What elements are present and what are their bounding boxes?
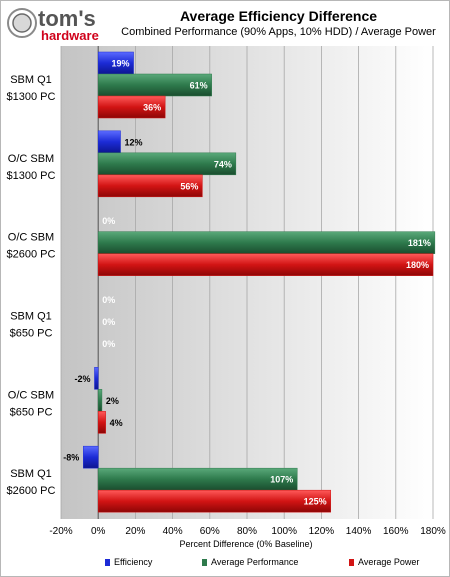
data-label: 61% [190,81,208,91]
category-labels: SBM Q1 $1300 PC O/C SBM $1300 PC O/C SBM $260… [7,74,56,497]
category-label: SBM Q1 [10,468,52,480]
data-label: 181% [408,238,431,248]
data-label: -2% [74,374,90,384]
category-label: $650 PC [10,328,53,340]
data-label: 56% [180,181,198,191]
category-label: $2600 PC [7,485,56,497]
bars: 19% 61% 36% 12% 74% 56% 0% 181% 180% 0% 0% 0% -2% 2% 4… [63,51,436,513]
x-tick-labels: -20% 0% 20% 40% 60% 80% 100% 120% 140% 160% 180% [49,526,446,537]
data-label: 2% [106,396,119,406]
gridlines [60,46,434,519]
legend-swatch-efficiency [105,559,110,566]
data-label: 36% [143,103,161,113]
data-label: 125% [304,497,327,507]
data-label: -8% [63,453,79,463]
x-tick-label: 120% [309,526,335,537]
data-label: 0% [102,317,115,327]
power-bar [97,411,106,434]
efficiency-bar [83,445,99,469]
power-bar [97,95,166,119]
category-label: $2600 PC [7,249,56,261]
data-label: 0% [102,295,115,305]
data-label: 107% [270,475,293,485]
x-tick-label: 20% [125,526,145,537]
category-label: O/C SBM [8,153,54,165]
power-bar [97,489,331,513]
category-label: SBM Q1 [10,74,52,86]
data-label: 4% [110,418,123,428]
category-label: O/C SBM [8,232,54,244]
legend-label-efficiency: Efficiency [114,557,153,567]
performance-bar [97,467,298,491]
performance-bar [97,389,103,412]
x-tick-label: -20% [49,526,72,537]
power-bar [97,174,203,198]
legend-swatch-power [349,559,354,566]
category-label: SBM Q1 [10,311,52,323]
data-label: 74% [214,159,232,169]
toms-hardware-logo: tom's hardware [7,6,99,43]
performance-bar [97,231,436,254]
chart-title: Average Efficiency Difference [179,8,378,24]
category-label: $1300 PC [7,170,56,182]
legend-item-power: Average Power [349,557,419,567]
legend-label-power: Average Power [358,557,420,567]
legend-item-efficiency: Efficiency [105,557,152,567]
x-axis-label: Percent Difference (0% Baseline) [180,539,313,549]
category-label: $1300 PC [7,91,56,103]
chart-subtitle: Combined Performance (90% Apps, 10% HDD)… [121,26,436,38]
x-tick-label: 140% [346,526,372,537]
data-label: 0% [102,339,115,349]
x-tick-label: 40% [163,526,183,537]
x-tick-label: 0% [91,526,106,537]
logo-text-main: tom's [38,6,96,31]
efficiency-bar [94,367,99,390]
efficiency-bar [97,130,121,154]
data-label: 19% [112,59,130,69]
legend-item-performance: Average Performance [202,557,298,567]
logo-text-sub: hardware [41,28,99,43]
data-label: 12% [125,137,143,147]
data-label: 0% [102,216,115,226]
x-tick-label: 180% [420,526,446,537]
category-label: $650 PC [10,406,53,418]
x-tick-label: 100% [271,526,297,537]
x-tick-label: 160% [383,526,409,537]
legend-label-performance: Average Performance [211,557,299,567]
legend-swatch-performance [202,559,207,566]
category-label: O/C SBM [8,389,54,401]
x-tick-label: 60% [200,526,220,537]
power-bar [97,253,434,276]
data-label: 180% [406,260,429,270]
x-tick-label: 80% [237,526,257,537]
